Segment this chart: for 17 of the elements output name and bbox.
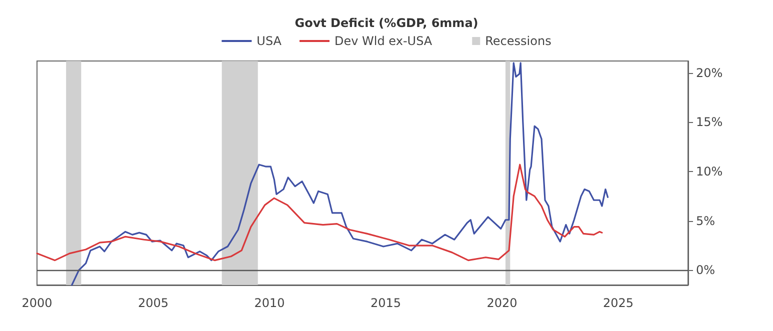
x-tick-label: 2015 bbox=[370, 296, 402, 310]
y-tick-label: 15% bbox=[696, 115, 723, 130]
x-tick-label: 2025 bbox=[602, 296, 634, 310]
line-series bbox=[36, 164, 603, 262]
chart-title: Govt Deficit (%GDP, 6mma) bbox=[294, 16, 478, 30]
x-tick-label: 2000 bbox=[22, 296, 52, 310]
y-tick-label: 10% bbox=[696, 164, 723, 179]
x-tick-label: 2010 bbox=[254, 296, 285, 310]
legend-label: Dev Wld ex-USA bbox=[334, 34, 433, 48]
line-series bbox=[71, 62, 609, 286]
legend-label: Recessions bbox=[485, 34, 552, 48]
x-tick-label: 2005 bbox=[138, 296, 169, 310]
y-tick-label: 0% bbox=[696, 263, 716, 278]
y-tick-label: 5% bbox=[696, 214, 716, 228]
x-tick-label: 2020 bbox=[486, 296, 518, 310]
legend-label: USA bbox=[256, 34, 282, 48]
y-tick-label: 20% bbox=[696, 66, 723, 80]
